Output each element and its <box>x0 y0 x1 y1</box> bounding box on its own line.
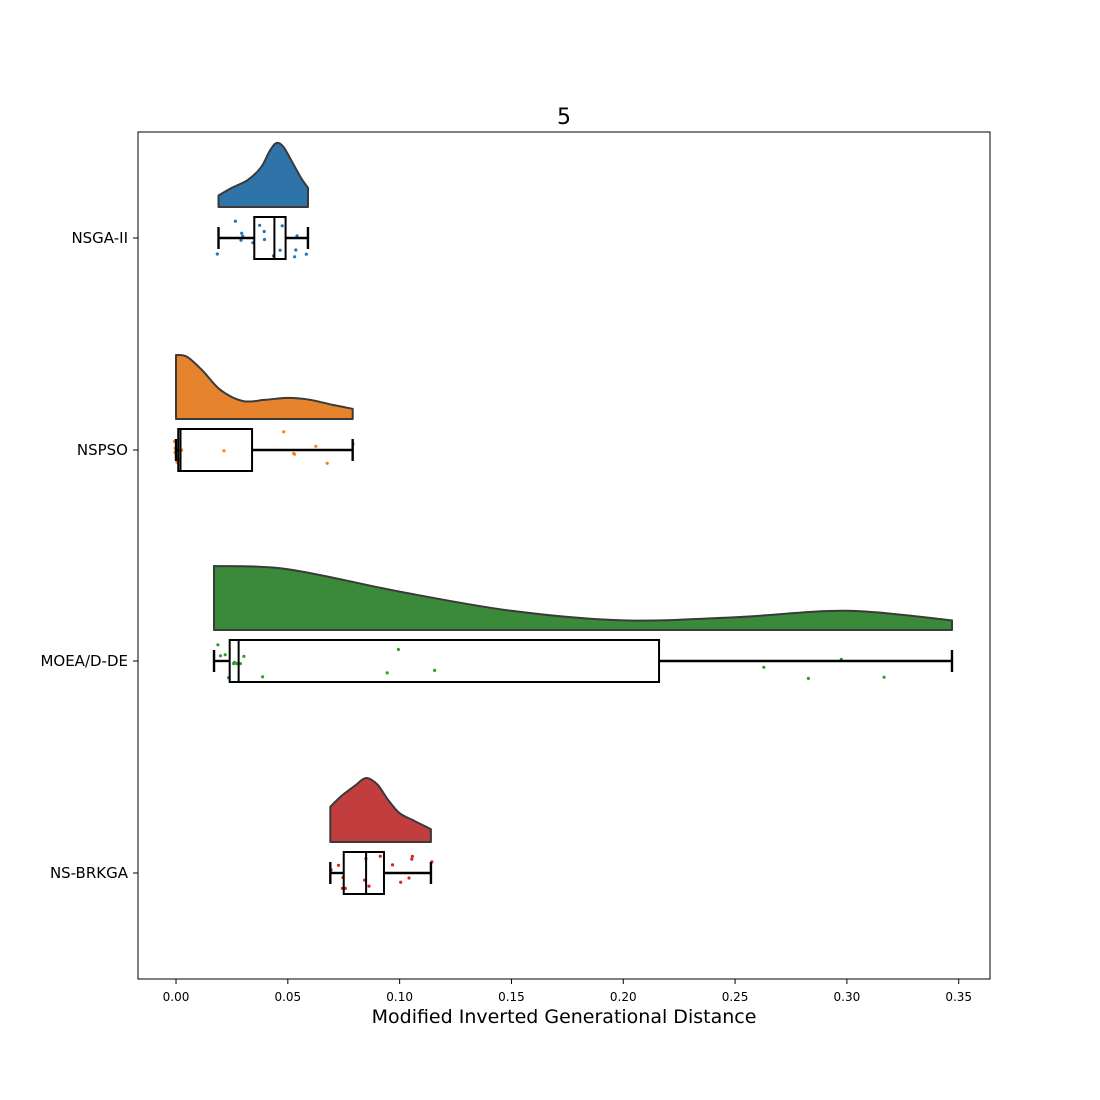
y-tick-label-moea-d-de: MOEA/D-DE <box>40 652 128 670</box>
point-ns-brkga <box>410 854 414 859</box>
point-ns-brkga <box>410 857 414 861</box>
point-moea-d-de <box>216 643 220 647</box>
point-nsga-ii <box>258 223 262 227</box>
box-ns-brkga <box>342 851 385 895</box>
x-tick-label: 0.15 <box>498 990 525 1004</box>
x-tick-label: 0.35 <box>945 990 972 1004</box>
point-nspso <box>314 444 318 448</box>
x-tick-label: 0.10 <box>386 990 413 1004</box>
point-nsga-ii <box>239 238 243 242</box>
x-axis-label: Modified Inverted Generational Distance <box>372 1006 757 1028</box>
point-ns-brkga <box>378 854 382 858</box>
cloud-ns-brkga <box>329 777 432 843</box>
point-nsga-ii <box>233 219 237 223</box>
y-tick-label-nsga-ii: NSGA-II <box>71 229 128 247</box>
x-tick-label: 0.20 <box>610 990 637 1004</box>
point-moea-d-de <box>385 671 389 675</box>
point-nspso <box>325 461 329 465</box>
point-ns-brkga <box>390 863 395 867</box>
point-nsga-ii <box>294 248 298 252</box>
x-tick-label: 0.05 <box>274 990 301 1004</box>
point-moea-d-de <box>433 668 437 673</box>
chart-title: 5 <box>557 105 571 130</box>
box-moea-d-de <box>228 639 661 683</box>
point-ns-brkga <box>336 863 341 867</box>
point-moea-d-de <box>261 675 265 679</box>
point-moea-d-de <box>762 665 766 669</box>
y-tick-label-ns-brkga: NS-BRKGA <box>50 864 129 882</box>
box-nspso <box>177 428 254 472</box>
point-nspso <box>222 449 226 453</box>
plot-frame <box>137 131 991 980</box>
point-nsga-ii <box>293 255 297 259</box>
point-moea-d-de <box>232 662 236 666</box>
cloud-nspso <box>175 354 354 420</box>
point-moea-d-de <box>223 653 227 657</box>
point-nsga-ii <box>280 224 284 228</box>
point-nsga-ii <box>278 248 282 252</box>
point-moea-d-de <box>242 654 246 659</box>
point-ns-brkga <box>407 876 411 880</box>
x-tick-label: 0.30 <box>834 990 861 1004</box>
point-nspso <box>292 452 297 456</box>
box-nsga-ii <box>253 216 287 260</box>
point-nsga-ii <box>215 252 219 256</box>
point-ns-brkga <box>367 884 371 888</box>
x-tick-label: 0.25 <box>722 990 749 1004</box>
cloud-nsga-ii <box>217 141 309 208</box>
point-moea-d-de <box>806 676 811 681</box>
x-tick-label: 0.00 <box>163 990 190 1004</box>
point-ns-brkga <box>399 880 403 884</box>
point-moea-d-de <box>882 675 886 679</box>
y-tick-label-nspso: NSPSO <box>77 441 128 459</box>
point-nsga-ii <box>262 229 266 234</box>
point-moea-d-de <box>396 647 400 652</box>
point-moea-d-de <box>218 654 223 658</box>
cloud-moea-d-de <box>213 565 953 631</box>
point-nspso <box>282 430 286 434</box>
point-nsga-ii <box>262 237 267 242</box>
point-nsga-ii <box>240 231 244 235</box>
point-nsga-ii <box>295 234 299 238</box>
point-nsga-ii <box>304 252 308 256</box>
